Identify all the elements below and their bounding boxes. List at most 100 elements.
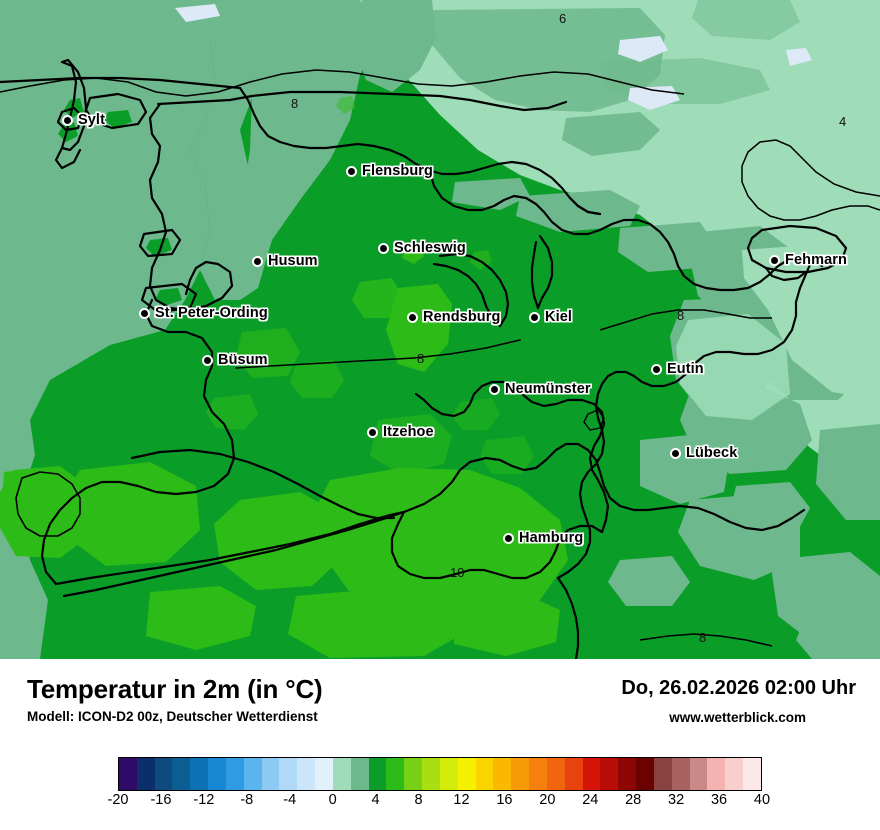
colorbar-swatch xyxy=(404,758,423,790)
colorbar-swatch xyxy=(243,758,262,790)
city-marker-neumuenster[interactable]: Neumünster xyxy=(489,381,591,397)
city-marker-buesum[interactable]: Büsum xyxy=(202,352,268,368)
city-marker-schleswig[interactable]: Schleswig xyxy=(378,240,466,256)
city-dot xyxy=(769,254,780,266)
colorbar-swatch xyxy=(261,758,280,790)
colorbar-tick: 4 xyxy=(371,792,380,808)
colorbar-swatch xyxy=(297,758,316,790)
footer-panel: Temperatur in 2m (in °C) Modell: ICON-D2… xyxy=(0,659,880,830)
colorbar-swatch xyxy=(136,758,155,790)
colorbar-swatch xyxy=(368,758,387,790)
city-dot xyxy=(62,114,73,126)
colorbar-swatch xyxy=(457,758,476,790)
city-marker-fehmarn[interactable]: Fehmarn xyxy=(769,252,847,268)
city-dot xyxy=(670,447,681,459)
city-label: Kiel xyxy=(545,309,572,325)
colorbar-swatch xyxy=(564,758,583,790)
colorbar-swatch xyxy=(546,758,565,790)
city-marker-luebeck[interactable]: Lübeck xyxy=(670,445,737,461)
colorbar-tick: -4 xyxy=(283,792,297,808)
city-dot xyxy=(378,242,389,254)
colorbar-swatch xyxy=(119,758,137,790)
city-marker-flensburg[interactable]: Flensburg xyxy=(346,163,433,179)
city-marker-kiel[interactable]: Kiel xyxy=(529,309,572,325)
colorbar-swatch xyxy=(493,758,512,790)
city-label: St. Peter-Ording xyxy=(155,305,268,321)
temperature-map[interactable]: 8 6 4 8 8 10 8 Sylt Flensburg Schleswig … xyxy=(0,0,880,659)
colorbar-tick: 36 xyxy=(710,792,728,808)
city-label: Flensburg xyxy=(362,163,433,179)
city-label: Schleswig xyxy=(394,240,466,256)
colorbar-swatch xyxy=(154,758,173,790)
colorbar-swatch xyxy=(671,758,690,790)
page-title: Temperatur in 2m (in °C) xyxy=(27,674,323,704)
colorbar-swatch xyxy=(511,758,530,790)
city-dot xyxy=(489,383,500,395)
colorbar-tick: 32 xyxy=(668,792,685,808)
valid-datetime: Do, 26.02.2026 02:00 Uhr xyxy=(621,677,856,699)
colorbar-swatch xyxy=(422,758,440,790)
city-label: Itzehoe xyxy=(383,424,434,440)
colorbar-swatch xyxy=(386,758,405,790)
colorbar-swatch xyxy=(529,758,547,790)
colorbar-swatch xyxy=(190,758,209,790)
city-label: Neumünster xyxy=(505,381,591,397)
colorbar-swatch xyxy=(172,758,191,790)
map-raster xyxy=(0,0,880,659)
city-marker-rendsburg[interactable]: Rendsburg xyxy=(407,309,500,325)
city-label: Rendsburg xyxy=(423,309,501,325)
colorbar-swatch xyxy=(279,758,298,790)
city-label: Büsum xyxy=(218,352,268,368)
city-dot xyxy=(367,426,378,438)
city-marker-hamburg[interactable]: Hamburg xyxy=(503,530,583,546)
colorbar-swatch xyxy=(208,758,226,790)
colorbar-tick: 0 xyxy=(328,792,337,808)
colorbar-tick: -12 xyxy=(193,792,215,808)
city-marker-sylt[interactable]: Sylt xyxy=(62,112,105,128)
colorbar-swatch xyxy=(707,758,726,790)
colorbar-tick: 20 xyxy=(539,792,556,808)
city-dot xyxy=(139,307,150,319)
city-dot xyxy=(346,165,357,177)
colorbar-tick: 12 xyxy=(453,792,470,808)
city-marker-husum[interactable]: Husum xyxy=(252,253,318,269)
website-label: www.wetterblick.com xyxy=(669,710,806,725)
colorbar-tick: 28 xyxy=(625,792,642,808)
city-marker-eutin[interactable]: Eutin xyxy=(651,361,704,377)
colorbar-tick: -16 xyxy=(150,792,172,808)
colorbar-tick-labels: -20 -16 -12 -8 -4 0 4 8 12 16 20 24 28 32 36 40 xyxy=(108,792,771,814)
colorbar-swatch xyxy=(618,758,637,790)
city-label: Fehmarn xyxy=(785,252,847,268)
colorbar-swatch xyxy=(600,758,619,790)
colorbar-swatch xyxy=(689,758,708,790)
city-dot xyxy=(503,532,514,544)
colorbar-swatch xyxy=(475,758,494,790)
city-dot xyxy=(202,354,213,366)
city-dot xyxy=(651,363,662,375)
colorbar-tick: 16 xyxy=(496,792,513,808)
colorbar-swatch xyxy=(225,758,244,790)
city-label: Sylt xyxy=(78,112,105,128)
colorbar-tick: 8 xyxy=(414,792,423,808)
colorbar-swatch xyxy=(332,758,351,790)
city-label: Eutin xyxy=(667,361,704,377)
colorbar-swatch xyxy=(582,758,601,790)
colorbar-swatch xyxy=(636,758,654,790)
colorbar-swatch xyxy=(350,758,369,790)
city-label: Hamburg xyxy=(519,530,584,546)
city-marker-st-peter-ording[interactable]: St. Peter-Ording xyxy=(139,305,268,321)
temperature-colorbar[interactable] xyxy=(118,757,762,791)
colorbar-swatch xyxy=(439,758,458,790)
city-dot xyxy=(252,255,263,267)
colorbar-tick: -20 xyxy=(107,792,129,808)
city-dot xyxy=(529,311,540,323)
city-label: Lübeck xyxy=(686,445,738,461)
colorbar-swatch xyxy=(725,758,743,790)
city-marker-itzehoe[interactable]: Itzehoe xyxy=(367,424,434,440)
colorbar-tick: -8 xyxy=(240,792,254,808)
city-dot xyxy=(407,311,418,323)
colorbar-swatch xyxy=(742,758,761,790)
colorbar-tick: 24 xyxy=(582,792,599,808)
colorbar-tick: 40 xyxy=(753,792,771,808)
